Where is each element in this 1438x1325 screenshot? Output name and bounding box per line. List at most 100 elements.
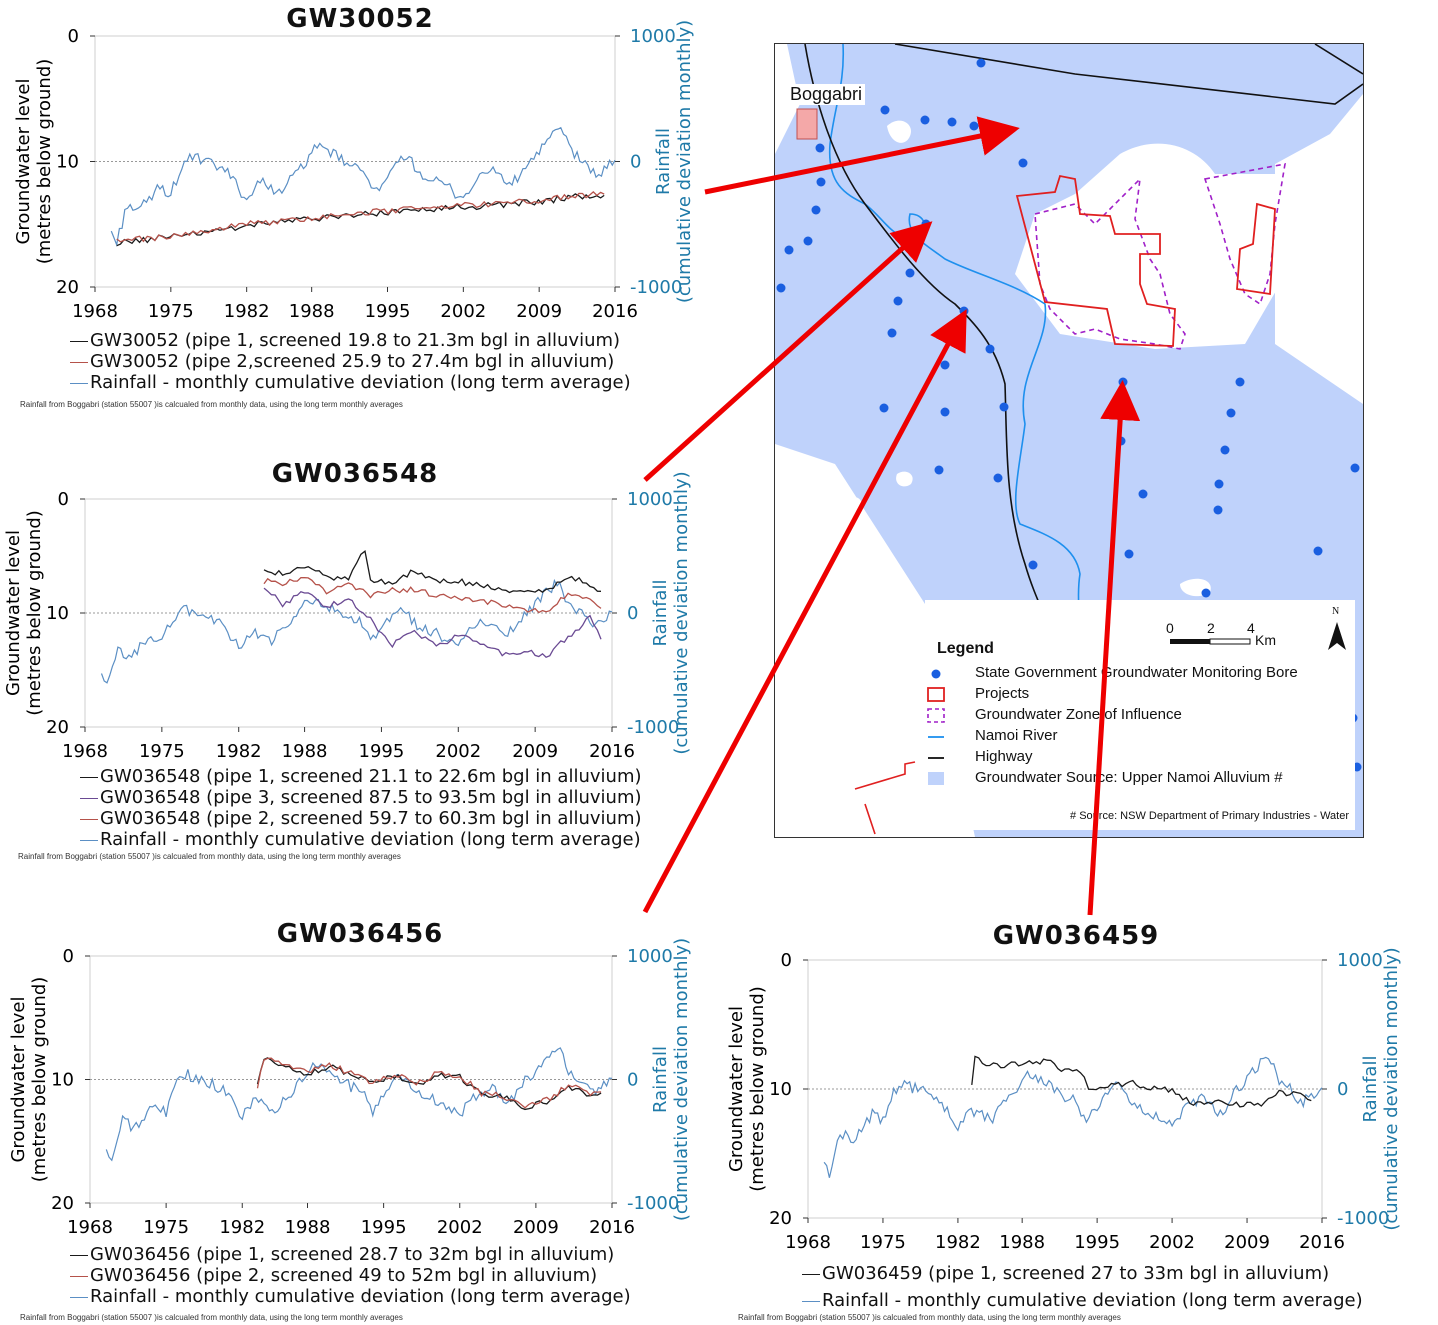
x-tick-label: 1982 bbox=[224, 301, 270, 322]
y-axis-title-line: Groundwater level bbox=[8, 996, 29, 1162]
town-label: Boggabri bbox=[787, 84, 866, 105]
y2-axis-title-line: Rainfall bbox=[650, 580, 671, 647]
project-legend-icon bbox=[927, 687, 945, 702]
chart-title: GW30052 bbox=[286, 4, 434, 34]
x-tick-label: 1982 bbox=[935, 1232, 981, 1253]
x-tick-label: 1995 bbox=[361, 1217, 407, 1238]
legend-item: GW036548 (pipe 3, screened 87.5 to 93.5m… bbox=[78, 787, 642, 808]
y-axis-title-line: (metres below ground) bbox=[24, 510, 45, 716]
north-label: N bbox=[1332, 606, 1340, 617]
y-axis-title: Groundwater level(metres below ground) bbox=[8, 977, 50, 1183]
y-axis-title-line: Groundwater level bbox=[13, 78, 34, 244]
bore-marker bbox=[1138, 489, 1148, 499]
y-tick-label: 20 bbox=[56, 277, 79, 298]
bore-marker bbox=[887, 328, 897, 338]
x-tick-label: 1988 bbox=[285, 1217, 331, 1238]
highway bbox=[894, 44, 1363, 105]
y2-tick-label: -1000 bbox=[627, 1193, 679, 1214]
x-tick-label: 1968 bbox=[62, 741, 108, 762]
y2-axis-title: Rainfall(cumulative deviation monthly) bbox=[650, 938, 692, 1221]
bore-marker bbox=[905, 268, 915, 278]
y2-axis-title-line: (cumulative deviation monthly) bbox=[671, 938, 692, 1221]
y2-axis-title: Rainfall(cumulative deviation monthly) bbox=[653, 20, 695, 303]
legend-swatch bbox=[70, 383, 88, 384]
bore-marker bbox=[921, 219, 931, 229]
bore-marker bbox=[920, 115, 930, 125]
bore-marker bbox=[815, 143, 825, 153]
chart-panel-gw30052: GW30052 0 10 20 1000 0 -1000 1968 1975 1982 1988 1… bbox=[0, 0, 720, 420]
bore-marker bbox=[1220, 445, 1230, 455]
legend-item: Rainfall - monthly cumulative deviation … bbox=[78, 829, 642, 850]
y-tick-label: 10 bbox=[51, 1070, 74, 1091]
scale-label: 2 bbox=[1207, 620, 1215, 636]
series-line bbox=[116, 191, 605, 243]
legend-label: GW036548 (pipe 1, screened 21.1 to 22.6m… bbox=[100, 766, 642, 787]
x-tick-label: 2002 bbox=[440, 301, 486, 322]
bore-legend-icon bbox=[931, 669, 941, 679]
chart-legend: GW30052 (pipe 1, screened 19.8 to 21.3m … bbox=[68, 330, 631, 393]
y2-tick-label: 0 bbox=[627, 1070, 638, 1091]
legend-swatch bbox=[80, 819, 98, 820]
bore-marker bbox=[959, 306, 969, 316]
legend-swatch bbox=[802, 1274, 820, 1275]
legend-label: Rainfall - monthly cumulative deviation … bbox=[90, 372, 631, 393]
legend-label: GW036456 (pipe 1, screened 28.7 to 32m b… bbox=[90, 1244, 615, 1265]
x-tick-label: 1982 bbox=[219, 1217, 265, 1238]
legend-swatch bbox=[80, 798, 98, 799]
chart-panel-gw036548: GW036548 0 10 20 1000 0 -1000 1968 1975 1982 1988… bbox=[0, 455, 720, 875]
bore-marker bbox=[940, 360, 950, 370]
y-tick-label: 0 bbox=[781, 950, 792, 971]
chart-legend: GW036459 (pipe 1, screened 27 to 33m bgl… bbox=[800, 1260, 1363, 1314]
y2-tick-label: 1000 bbox=[627, 946, 673, 967]
bore-marker bbox=[999, 402, 1009, 412]
x-tick-label: 1988 bbox=[282, 741, 328, 762]
y2-tick-label: 0 bbox=[1337, 1079, 1348, 1100]
series-line bbox=[263, 550, 602, 594]
series-line bbox=[100, 578, 613, 684]
y2-axis-title-line: Rainfall bbox=[1360, 1056, 1381, 1123]
y2-tick-label: 1000 bbox=[630, 26, 676, 47]
bore-marker bbox=[879, 403, 889, 413]
project-boundary bbox=[1236, 202, 1276, 296]
y2-axis-title-line: (cumulative deviation monthly) bbox=[674, 20, 695, 303]
bore-marker bbox=[1313, 546, 1323, 556]
y2-axis-title: Rainfall(cumulative deviation monthly) bbox=[650, 471, 692, 754]
y-tick-label: 10 bbox=[769, 1079, 792, 1100]
y2-axis-title: Rainfall(cumulative deviation monthly) bbox=[1360, 947, 1402, 1230]
legend-swatch bbox=[70, 362, 88, 363]
y2-tick-label: 1000 bbox=[1337, 950, 1383, 971]
y-axis-title-line: (metres below ground) bbox=[34, 59, 55, 265]
bore-marker bbox=[1116, 436, 1126, 446]
alluvium-legend-icon bbox=[928, 772, 944, 785]
river-legend-icon bbox=[928, 736, 944, 738]
legend-swatch bbox=[70, 1255, 88, 1256]
x-tick-label: 1975 bbox=[143, 1217, 189, 1238]
chart-title: GW036456 bbox=[276, 919, 444, 949]
bore-marker bbox=[776, 283, 786, 293]
y-tick-label: 20 bbox=[769, 1208, 792, 1229]
legend-title: Legend bbox=[937, 640, 994, 657]
x-tick-label: 2016 bbox=[1299, 1232, 1345, 1253]
chart-legend: GW036548 (pipe 1, screened 21.1 to 22.6m… bbox=[78, 766, 642, 850]
legend-label: GW30052 (pipe 2,screened 25.9 to 27.4m b… bbox=[90, 351, 615, 372]
bore-marker bbox=[784, 245, 794, 255]
bore-marker bbox=[1201, 588, 1211, 598]
legend-item: Rainfall - monthly cumulative deviation … bbox=[68, 1286, 631, 1307]
x-tick-label: 1995 bbox=[359, 741, 405, 762]
project-boundary bbox=[854, 761, 916, 790]
legend-item: Highway bbox=[975, 748, 1033, 765]
legend-item: Groundwater Source: Upper Namoi Alluvium… bbox=[975, 769, 1283, 786]
bore-marker bbox=[893, 296, 903, 306]
chart-title: GW036459 bbox=[992, 921, 1160, 951]
legend-swatch bbox=[80, 840, 98, 841]
bore-marker bbox=[1235, 377, 1245, 387]
bore-marker bbox=[1213, 505, 1223, 515]
y-axis-title-line: (metres below ground) bbox=[29, 977, 50, 1183]
plot-frame bbox=[84, 498, 613, 728]
chart-footnote: Rainfall from Boggabri (station 55007 )i… bbox=[18, 852, 401, 861]
x-tick-label: 2002 bbox=[437, 1217, 483, 1238]
legend-label: GW036548 (pipe 3, screened 87.5 to 93.5m… bbox=[100, 787, 642, 808]
location-map: Boggabri 0 2 4 Km N Legend State Governm… bbox=[774, 43, 1364, 838]
